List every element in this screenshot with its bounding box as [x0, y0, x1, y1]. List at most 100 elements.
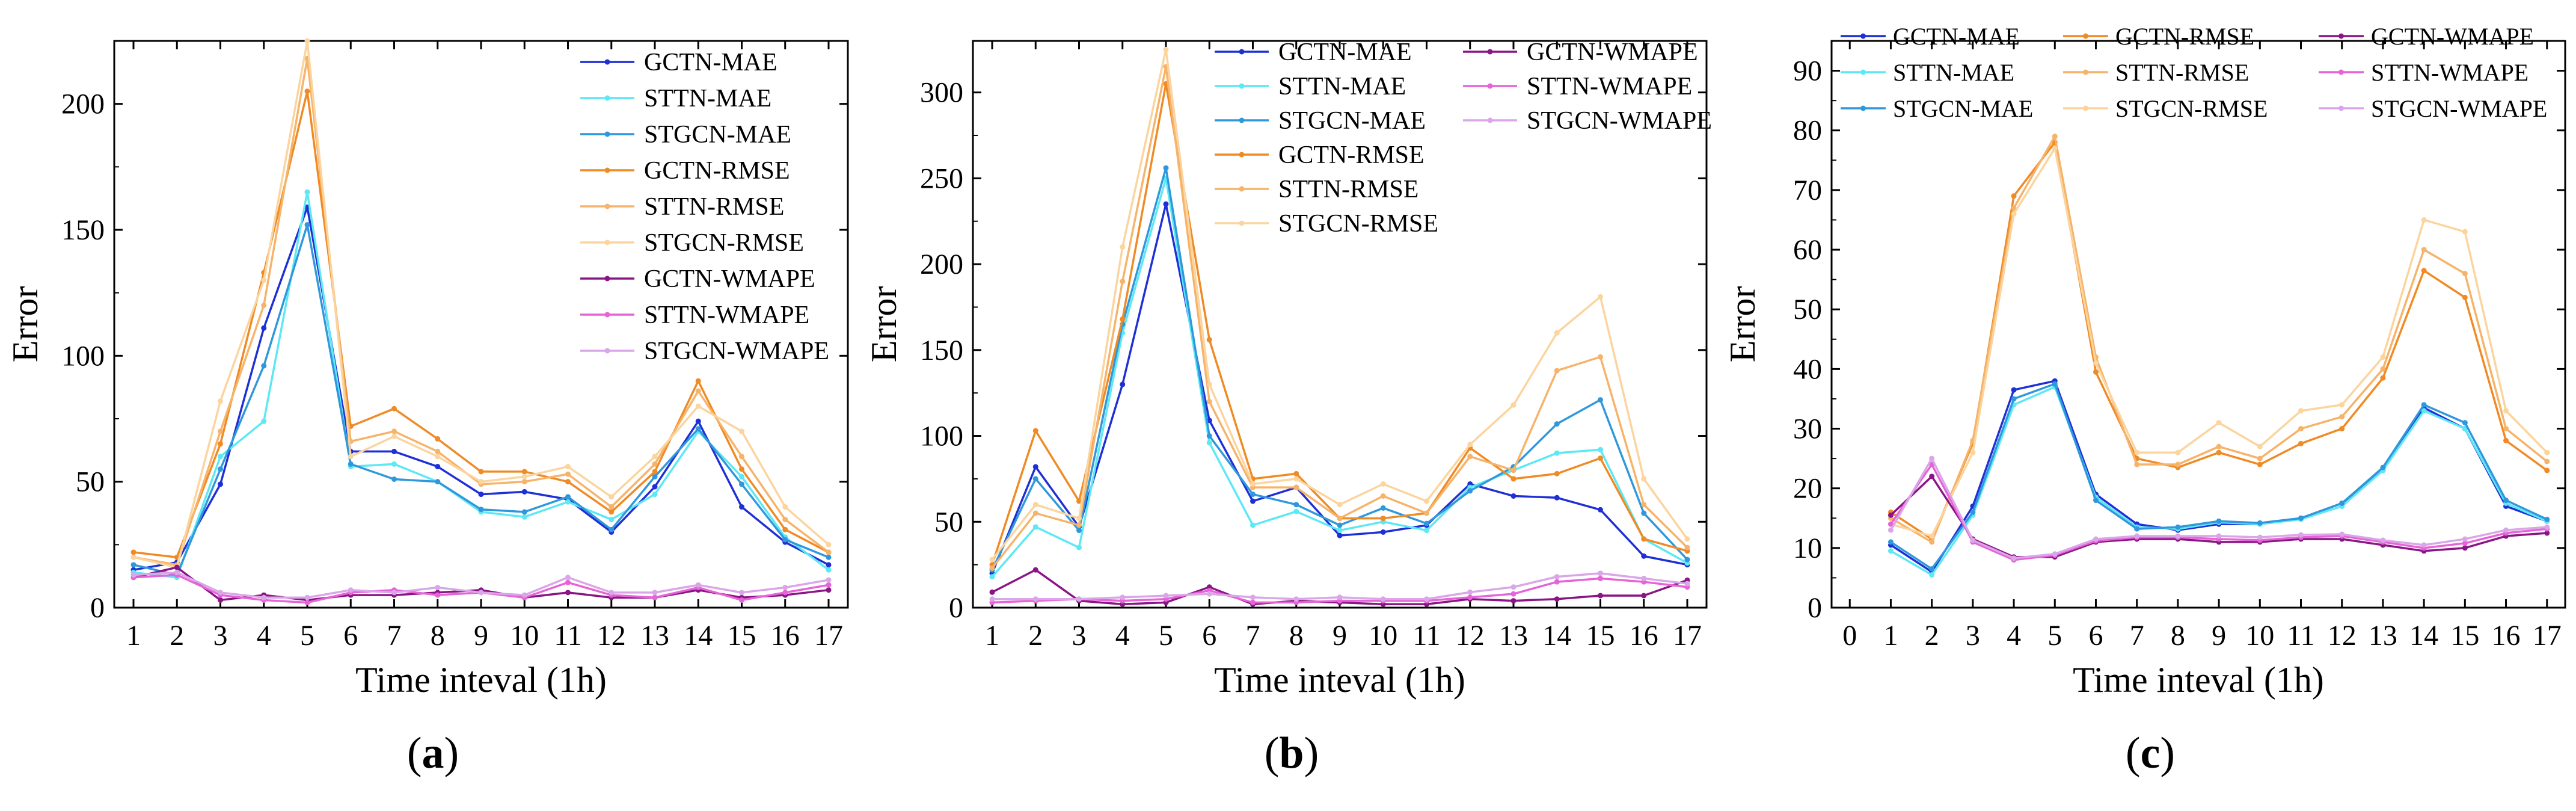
x-tick-label: 12	[1456, 620, 1485, 652]
data-point	[565, 494, 571, 500]
data-point	[1120, 381, 1126, 387]
data-point	[989, 565, 995, 571]
data-point	[521, 514, 527, 520]
data-point	[218, 454, 224, 460]
data-point	[1423, 510, 1429, 516]
data-point	[2011, 193, 2017, 199]
data-point	[1554, 495, 1560, 501]
y-tick-label: 50	[1793, 294, 1822, 325]
x-tick-label: 11	[2287, 620, 2314, 652]
legend-marker	[2083, 69, 2088, 75]
data-point	[1929, 473, 1935, 480]
legend-marker	[1860, 69, 1866, 75]
data-point	[2503, 527, 2509, 533]
series-sttn-rmse	[1888, 134, 2550, 545]
data-point	[521, 509, 527, 515]
data-point	[2175, 461, 2181, 467]
data-point	[391, 448, 397, 454]
data-point	[130, 554, 136, 560]
data-point	[261, 303, 267, 309]
data-point	[2544, 449, 2550, 455]
data-point	[2052, 551, 2058, 557]
x-tick-label: 7	[387, 620, 402, 652]
data-point	[2298, 426, 2304, 432]
data-point	[1510, 402, 1516, 408]
data-point	[435, 585, 441, 591]
data-point	[1510, 476, 1516, 482]
data-point	[1929, 455, 1935, 461]
data-point	[1641, 476, 1647, 482]
data-point	[1206, 381, 1212, 387]
data-point	[738, 504, 744, 510]
data-point	[1293, 508, 1299, 514]
data-point	[2134, 533, 2140, 539]
y-axis-title: Error	[1723, 286, 1762, 363]
x-tick-label: 11	[1412, 620, 1440, 652]
data-point	[1597, 570, 1603, 576]
series-stgcn-mae	[1888, 381, 2550, 572]
data-point	[989, 596, 995, 602]
legend-item: STTN-MAE	[580, 85, 771, 113]
data-point	[1423, 596, 1429, 602]
x-tick-label: 2	[170, 620, 184, 652]
data-point	[2462, 229, 2468, 235]
data-point	[2298, 440, 2304, 446]
data-point	[738, 481, 744, 487]
data-point	[478, 507, 484, 513]
data-point	[391, 428, 397, 434]
data-point	[1467, 442, 1473, 448]
x-tick-label: 6	[2088, 620, 2103, 652]
data-point	[1597, 593, 1603, 599]
data-point	[1032, 567, 1038, 573]
y-tick-label: 20	[1793, 473, 1822, 505]
legend-label: STGCN-WMAPE	[1527, 107, 1712, 135]
data-point	[652, 461, 658, 467]
x-tick-label: 2	[1925, 620, 1939, 652]
legend-marker	[2083, 33, 2088, 39]
legend-label: STGCN-WMAPE	[2371, 95, 2547, 122]
legend-label: STGCN-RMSE	[644, 229, 804, 257]
legend-marker	[2338, 69, 2344, 75]
x-axis-title: Time inteval (1h)	[1214, 660, 1465, 700]
legend-label: STTN-MAE	[1893, 59, 2014, 86]
data-point	[435, 592, 441, 598]
data-point	[2380, 375, 2386, 381]
data-point	[2134, 449, 2140, 455]
data-point	[478, 479, 484, 485]
data-point	[738, 597, 744, 603]
data-point	[1684, 536, 1690, 542]
y-tick-label: 300	[920, 77, 963, 109]
legend-marker	[1239, 152, 1245, 158]
y-tick-label: 50	[76, 466, 105, 498]
x-tick-label: 4	[2007, 620, 2021, 652]
data-point	[521, 479, 527, 485]
data-point	[2462, 271, 2468, 277]
x-tick-label: 10	[510, 620, 539, 652]
data-point	[1554, 330, 1560, 336]
x-tick-label: 1	[985, 620, 999, 652]
data-point	[130, 562, 136, 568]
data-point	[782, 537, 788, 543]
data-point	[1337, 528, 1343, 534]
data-point	[738, 454, 744, 460]
y-tick-label: 70	[1793, 174, 1822, 206]
data-point	[2257, 534, 2263, 540]
data-point	[1970, 537, 1976, 543]
x-tick-label: 15	[1586, 620, 1615, 652]
data-point	[609, 590, 615, 596]
data-point	[695, 426, 701, 432]
x-tick-label: 4	[1115, 620, 1130, 652]
data-point	[1554, 470, 1560, 476]
y-tick-label: 40	[1793, 353, 1822, 385]
data-point	[826, 549, 832, 555]
data-point	[1597, 575, 1603, 581]
data-point	[1163, 165, 1169, 171]
data-point	[2052, 381, 2058, 387]
data-point	[435, 454, 441, 460]
legend-item: STGCN-RMSE	[2063, 95, 2268, 122]
data-point	[2544, 530, 2550, 536]
data-point	[1032, 428, 1038, 434]
data-point	[1467, 488, 1473, 494]
legend-marker	[604, 239, 610, 245]
data-point	[1250, 522, 1256, 528]
